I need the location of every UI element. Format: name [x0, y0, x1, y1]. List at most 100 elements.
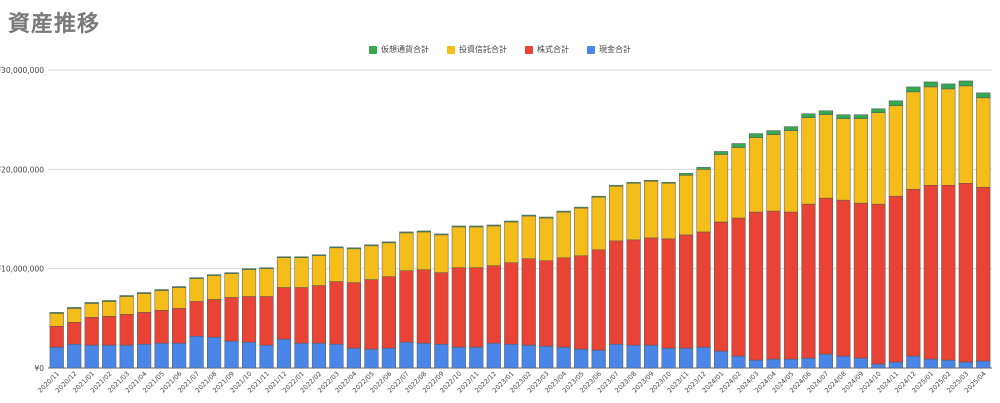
bar-segment [241, 269, 257, 297]
bar-segment [888, 105, 903, 197]
legend-swatch [447, 45, 455, 54]
bar-segment [329, 343, 344, 369]
bar-segment [504, 262, 519, 345]
bar-segment [102, 301, 117, 317]
bar-segment [119, 296, 134, 315]
bar-segment [224, 273, 239, 298]
bar-segment [486, 225, 501, 266]
bar-segment [207, 336, 222, 369]
bar-segment [172, 286, 187, 288]
bar-segment [469, 267, 484, 348]
bar-segment [871, 203, 886, 365]
bar-segment [154, 342, 169, 369]
bar-segment [556, 346, 571, 369]
bar-segment [696, 167, 711, 170]
bar-segment [591, 249, 606, 351]
bar-segment [574, 206, 589, 209]
bar-segment [539, 345, 554, 369]
bar-segment [294, 287, 309, 344]
bar-segment [609, 240, 624, 345]
bar-segment [364, 279, 379, 350]
bar-segment [748, 137, 764, 213]
bar-segment [626, 239, 641, 346]
bar-segment [434, 234, 449, 273]
bar-segment [644, 237, 659, 346]
bar-segment [241, 296, 257, 343]
bar-segment [434, 272, 449, 345]
legend-label: 投資信託合計 [459, 45, 507, 54]
bar-segment [346, 248, 361, 283]
bar-segment [679, 175, 694, 236]
bar-segment [574, 207, 589, 257]
bar-segment [783, 130, 799, 213]
bar-segment [504, 221, 519, 263]
bar-segment [329, 246, 344, 249]
bar-segment [119, 344, 134, 369]
bar-segment [224, 297, 239, 342]
bar-segment [189, 301, 204, 337]
bar-segment [539, 217, 554, 261]
bar-segment [941, 88, 956, 186]
bar-segment [399, 231, 414, 234]
bar-segment [259, 344, 274, 369]
bar-segment [137, 343, 152, 369]
bar-segment [49, 313, 64, 327]
bar-segment [67, 307, 82, 309]
bar-segment [521, 214, 536, 217]
bar-segment [294, 256, 309, 258]
bar-segment [836, 118, 851, 201]
bar-segment [888, 195, 903, 363]
page-title: 資産推移 [8, 12, 101, 37]
bar-segment [84, 303, 99, 318]
bar-segment [871, 112, 886, 205]
bar-segment [591, 349, 606, 369]
bar-segment [241, 341, 257, 369]
bar-segment [521, 215, 536, 259]
bar-segment [766, 358, 781, 369]
bar-segment [941, 184, 956, 361]
bar-segment [783, 211, 799, 360]
bar-segment [329, 247, 344, 282]
y-tick-label: ¥10,000,000 [0, 265, 44, 274]
bar-segment [521, 344, 536, 369]
bar-segment [626, 182, 641, 241]
bar-segment [923, 184, 938, 360]
bar-segment [941, 359, 956, 369]
bar-segment [311, 255, 327, 286]
bar-segment [679, 347, 694, 369]
bar-segment [207, 275, 222, 300]
bar-segment [154, 290, 169, 311]
bar-segment [207, 299, 222, 338]
bar-segment [801, 117, 816, 205]
bar-segment [154, 310, 169, 344]
bar-segment [434, 343, 449, 369]
bar-segment [836, 199, 851, 357]
bar-segment [766, 210, 781, 360]
bar-segment [276, 257, 292, 288]
bar-segment [486, 342, 501, 369]
bar-segment [696, 231, 711, 348]
bar-segment [888, 100, 903, 107]
bar-segment [801, 113, 816, 118]
bar-segment [818, 353, 833, 369]
bar-segment [102, 344, 117, 369]
bar-segment [364, 245, 379, 280]
bar-segment [923, 81, 938, 88]
bar-segment [399, 270, 414, 343]
bar-segment [976, 97, 991, 188]
bar-segment [853, 357, 868, 369]
bar-segment [137, 292, 152, 294]
bar-segment [713, 154, 729, 223]
bar-segment [871, 108, 886, 113]
bar-segment [84, 302, 99, 304]
bar-segment [416, 342, 431, 369]
bar-segment [713, 221, 729, 352]
bar-segment [923, 358, 938, 369]
bar-segment [224, 340, 239, 369]
bar-segment [49, 312, 64, 314]
bar-segment [399, 232, 414, 271]
bar-segment [906, 91, 921, 190]
bar-segment [364, 244, 379, 247]
legend-swatch [369, 45, 377, 54]
y-tick-label: ¥20,000,000 [0, 165, 44, 174]
